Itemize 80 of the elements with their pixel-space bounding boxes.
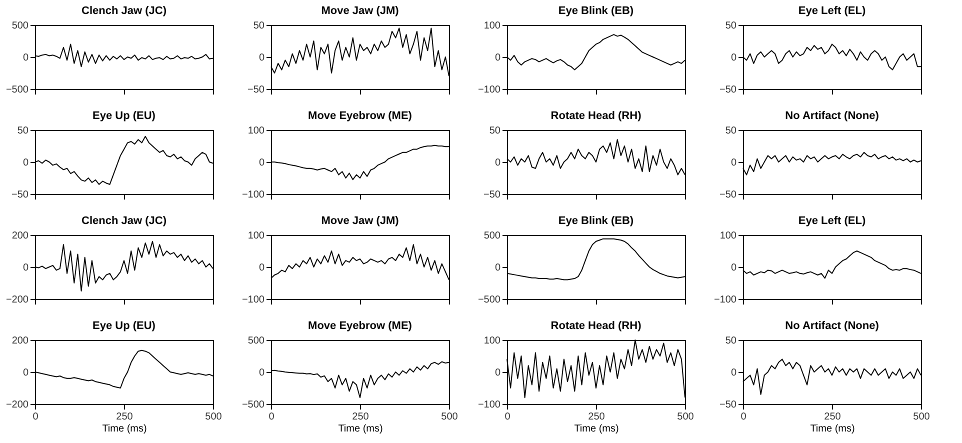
y-tick-label: 100 xyxy=(720,230,737,242)
chart-title: Eye Left (EL) xyxy=(798,5,866,17)
y-tick-label: −50 xyxy=(720,400,737,410)
y-tick-label: 100 xyxy=(484,336,501,346)
chart-title: Rotate Head (RH) xyxy=(550,320,642,332)
y-tick-label: 500 xyxy=(12,20,29,32)
y-tick-label: −100 xyxy=(478,400,501,410)
y-tick-label: 50 xyxy=(725,336,737,346)
y-tick-label: −50 xyxy=(720,84,737,96)
y-tick-label: 100 xyxy=(484,20,501,32)
chart-title: Eye Blink (EB) xyxy=(558,5,634,17)
x-tick-label: 500 xyxy=(913,412,930,422)
y-tick-label: 0 xyxy=(258,158,265,168)
y-tick-label: −50 xyxy=(248,84,265,96)
x-tick-label: 0 xyxy=(740,412,747,422)
y-tick-label: −50 xyxy=(720,190,737,200)
y-tick-label: 0 xyxy=(730,52,737,64)
chart-title: Eye Up (EU) xyxy=(92,110,156,122)
chart-title: Eye Blink (EB) xyxy=(558,215,634,227)
y-tick-label: 0 xyxy=(494,52,501,64)
y-tick-label: 100 xyxy=(248,126,265,136)
y-tick-label: −50 xyxy=(12,190,29,200)
x-tick-label: 500 xyxy=(441,412,458,422)
y-tick-label: −100 xyxy=(242,294,265,306)
x-axis-title: Time (ms) xyxy=(810,424,855,434)
y-tick-label: −200 xyxy=(6,294,29,306)
y-tick-label: 100 xyxy=(248,230,265,242)
y-tick-label: 200 xyxy=(12,336,29,346)
chart-title: Move Jaw (JM) xyxy=(321,5,400,17)
x-tick-label: 0 xyxy=(504,412,511,422)
y-tick-label: 0 xyxy=(22,52,29,64)
x-tick-label: 0 xyxy=(32,412,39,422)
chart-title: Eye Left (EL) xyxy=(798,215,866,227)
chart-title: Clench Jaw (JC) xyxy=(82,5,167,17)
y-tick-label: 50 xyxy=(489,126,501,136)
y-tick-label: 50 xyxy=(253,20,265,32)
y-tick-label: 0 xyxy=(258,262,265,274)
x-tick-label: 250 xyxy=(588,412,606,422)
x-axis-title: Time (ms) xyxy=(102,424,147,434)
y-tick-label: −100 xyxy=(242,190,265,200)
chart-title: Rotate Head (RH) xyxy=(550,110,642,122)
y-tick-label: 50 xyxy=(725,126,737,136)
y-tick-label: 0 xyxy=(258,52,265,64)
y-tick-label: −100 xyxy=(714,294,737,306)
y-tick-label: 0 xyxy=(494,158,501,168)
y-tick-label: 0 xyxy=(730,158,737,168)
x-tick-label: 0 xyxy=(268,412,275,422)
y-tick-label: 0 xyxy=(730,368,737,378)
y-tick-label: 0 xyxy=(730,262,737,274)
chart-title: Clench Jaw (JC) xyxy=(82,215,167,227)
y-tick-label: −200 xyxy=(6,400,29,410)
y-tick-label: 0 xyxy=(494,262,501,274)
x-tick-label: 250 xyxy=(116,412,134,422)
x-tick-label: 500 xyxy=(205,412,222,422)
y-tick-label: 200 xyxy=(12,230,29,242)
chart-title: Move Jaw (JM) xyxy=(321,215,400,227)
x-axis-title: Time (ms) xyxy=(574,424,619,434)
y-tick-label: −100 xyxy=(478,84,501,96)
x-tick-label: 250 xyxy=(824,412,842,422)
chart-title: No Artifact (None) xyxy=(785,320,880,332)
y-tick-label: 0 xyxy=(258,368,265,378)
y-tick-label: 500 xyxy=(484,230,501,242)
y-tick-label: −50 xyxy=(484,190,501,200)
y-tick-label: −500 xyxy=(478,294,501,306)
chart-title: Eye Up (EU) xyxy=(92,320,156,332)
x-tick-label: 500 xyxy=(677,412,694,422)
y-tick-label: 0 xyxy=(494,368,501,378)
chart-title: No Artifact (None) xyxy=(785,110,880,122)
y-tick-label: 50 xyxy=(725,20,737,32)
chart-title: Move Eyebrow (ME) xyxy=(308,320,412,332)
y-tick-label: −500 xyxy=(6,84,29,96)
y-tick-label: 0 xyxy=(22,158,29,168)
chart-title: Move Eyebrow (ME) xyxy=(308,110,412,122)
y-tick-label: 0 xyxy=(22,262,29,274)
y-tick-label: 500 xyxy=(248,336,265,346)
y-tick-label: 50 xyxy=(17,126,29,136)
x-tick-label: 250 xyxy=(352,412,370,422)
x-axis-title: Time (ms) xyxy=(338,424,383,434)
y-tick-label: −500 xyxy=(242,400,265,410)
y-tick-label: 0 xyxy=(22,368,29,378)
